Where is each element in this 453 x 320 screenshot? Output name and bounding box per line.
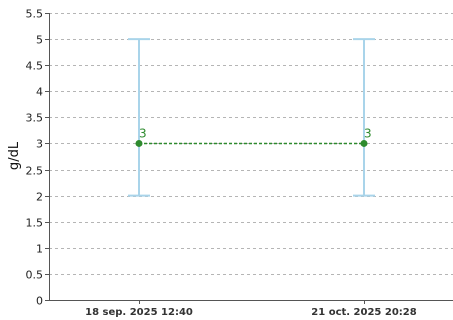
- y-tick-label: 5.5: [26, 8, 44, 21]
- y-tick-label: 2.5: [26, 165, 44, 178]
- y-tick-label: 3: [36, 138, 43, 151]
- data-label: 3: [364, 126, 372, 140]
- y-tick-label: 4.5: [26, 60, 44, 73]
- y-tick-label: 0: [36, 295, 43, 308]
- y-axis-title: g/dL: [7, 141, 22, 170]
- data-label: 3: [139, 126, 147, 140]
- x-tick-label: 18 sep. 2025 12:40: [85, 307, 193, 318]
- tick-labels: 0 0.5 1 1.5 2 2.5 3 3.5 4 4.5 5 5.5 18 sep. 2025 12:…: [26, 8, 417, 319]
- y-tick-label: 0.5: [26, 269, 44, 282]
- y-tick-label: 1.5: [26, 217, 44, 230]
- reference-ranges: [128, 38, 375, 197]
- x-tick-label: 21 oct. 2025 20:28: [311, 307, 416, 318]
- axes: [45, 13, 453, 304]
- y-tick-label: 5: [36, 34, 43, 47]
- data-point: [360, 139, 368, 147]
- y-tick-label: 2: [36, 191, 43, 204]
- y-tick-label: 4: [36, 86, 43, 99]
- y-tick-label: 3.5: [26, 112, 44, 125]
- y-tick-label: 1: [36, 243, 43, 256]
- grid: [49, 13, 453, 275]
- data-point: [135, 139, 143, 147]
